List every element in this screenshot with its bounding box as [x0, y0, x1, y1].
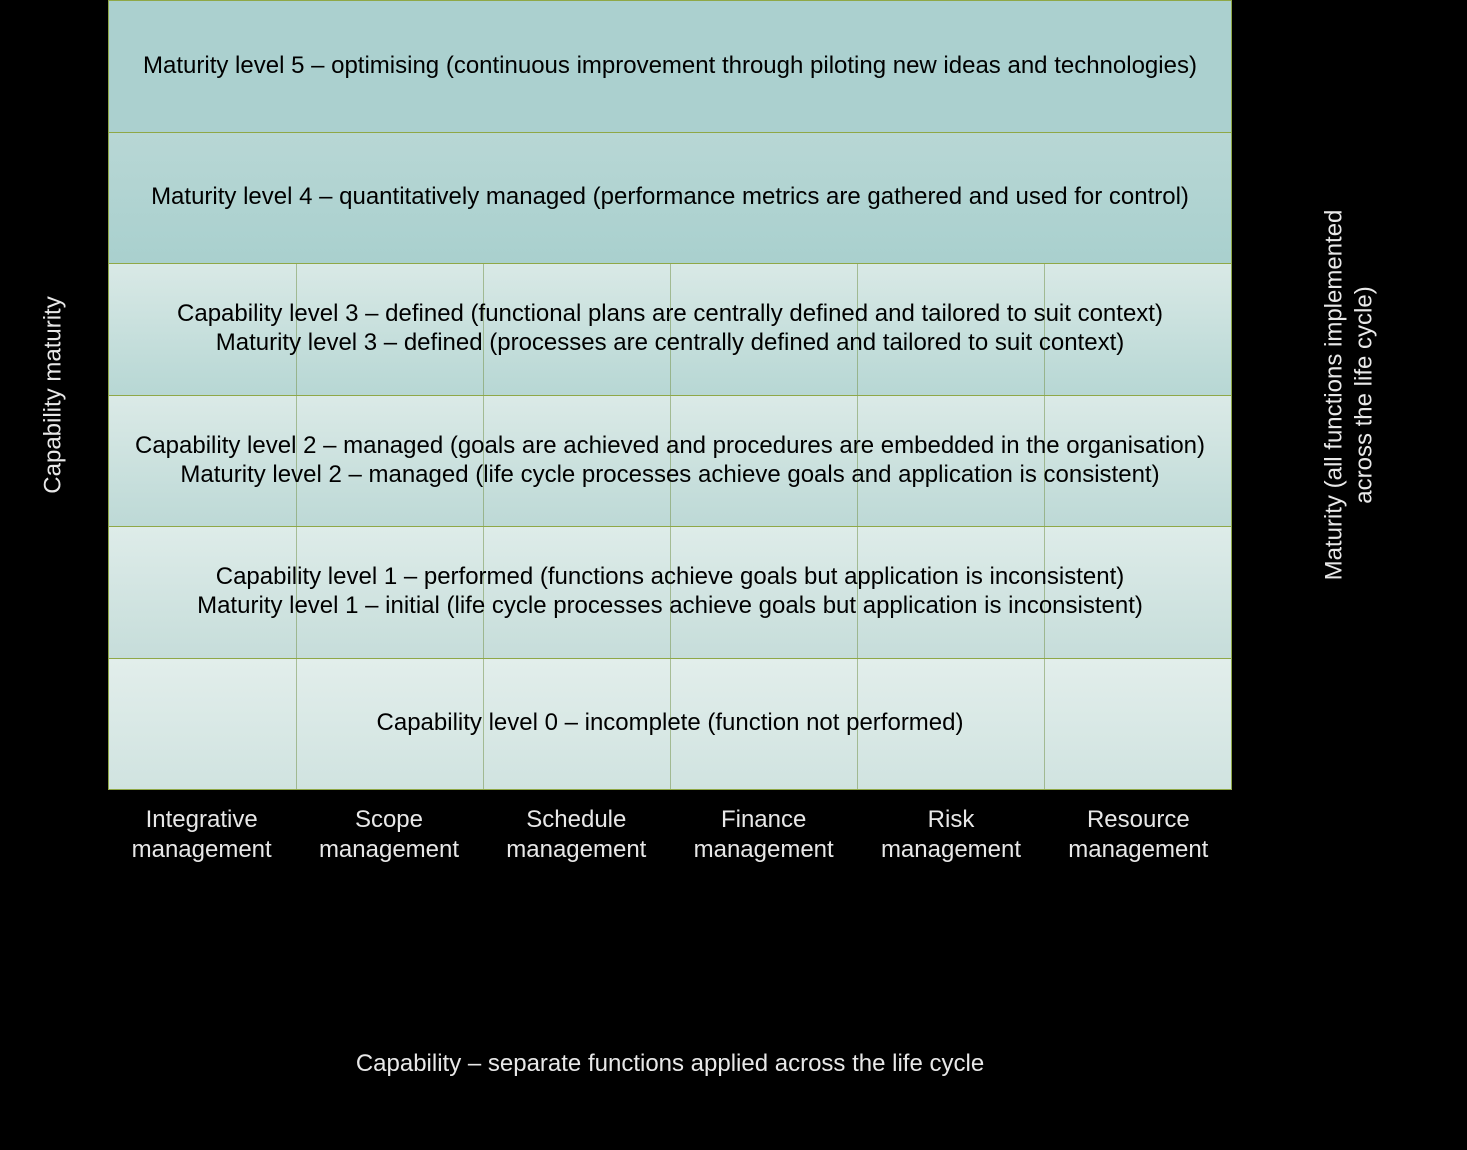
- x-col-5: Resource management: [1045, 805, 1232, 865]
- right-axis-label: Maturity (all functions implemented acro…: [1320, 210, 1380, 581]
- y-axis: Capability maturity: [0, 0, 108, 790]
- column-separator: [296, 659, 297, 790]
- maturity-stack: Maturity level 5 – optimising (continuou…: [108, 0, 1232, 790]
- y-axis-label: Capability maturity: [40, 296, 68, 493]
- level-row-level1: Capability level 1 – performed (function…: [108, 526, 1232, 658]
- right-axis: Maturity (all functions implemented acro…: [1232, 0, 1467, 790]
- level-row-level2: Capability level 2 – managed (goals are …: [108, 395, 1232, 527]
- x-axis-title: Capability – separate functions applied …: [108, 1050, 1232, 1078]
- level-row-level3: Capability level 3 – defined (functional…: [108, 263, 1232, 395]
- level-text-level2: Capability level 2 – managed (goals are …: [135, 432, 1205, 490]
- column-separator: [1044, 659, 1045, 790]
- x-col-2: Schedule management: [483, 805, 670, 865]
- x-col-1: Scope management: [295, 805, 482, 865]
- x-col-3: Finance management: [670, 805, 857, 865]
- level-text-level3: Capability level 3 – defined (functional…: [177, 300, 1163, 358]
- level-text-level1: Capability level 1 – performed (function…: [197, 563, 1143, 621]
- x-col-0: Integrative management: [108, 805, 295, 865]
- level-text-level4: Maturity level 4 – quantitatively manage…: [151, 183, 1189, 212]
- x-axis-columns: Integrative management Scope management …: [108, 805, 1232, 865]
- level-row-level5: Maturity level 5 – optimising (continuou…: [108, 0, 1232, 132]
- level-text-level0: Capability level 0 – incomplete (functio…: [377, 709, 964, 738]
- right-axis-label-line2: across the life cycle): [1351, 286, 1378, 503]
- level-row-level0: Capability level 0 – incomplete (functio…: [108, 658, 1232, 791]
- right-axis-label-line1: Maturity (all functions implemented: [1321, 210, 1348, 581]
- x-col-4: Risk management: [857, 805, 1044, 865]
- level-text-level5: Maturity level 5 – optimising (continuou…: [143, 52, 1197, 81]
- level-row-level4: Maturity level 4 – quantitatively manage…: [108, 132, 1232, 264]
